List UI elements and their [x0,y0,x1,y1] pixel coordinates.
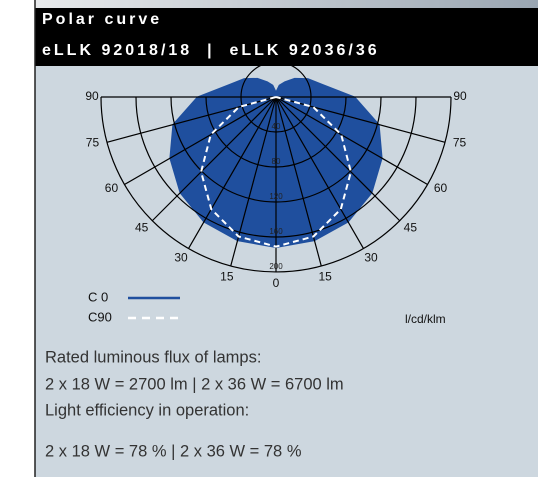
angle-label: 0 [273,276,280,290]
angle-label: 15 [318,270,332,284]
subtitle: eLLK 92018/18 | eLLK 92036/36 [42,42,380,59]
unit-label: l/cd/klm [405,312,446,326]
angle-label: 60 [105,181,119,195]
angle-label: 90 [85,89,99,103]
chart: Polar curve eLLK 92018/18 | eLLK 92036/3… [0,0,538,477]
note: Rated luminous flux of lamps: [45,348,261,366]
r-tick-label: 40 [272,122,281,131]
note: Light efficiency in operation: [45,401,249,419]
angle-label: 60 [434,181,448,195]
r-tick-label: 160 [269,227,283,236]
angle-label: 15 [220,270,234,284]
r-tick-label: 120 [269,192,283,201]
angle-label: 30 [174,251,188,265]
top-strip [35,0,538,8]
title: Polar curve [42,11,162,28]
legend-label: C 0 [88,289,108,304]
angle-label: 75 [453,135,467,149]
note: 2 x 18 W = 78 % | 2 x 36 W = 78 % [45,442,302,460]
r-tick-label: 80 [272,157,281,166]
angle-label: 45 [135,221,149,235]
note: 2 x 18 W = 2700 lm | 2 x 36 W = 6700 lm [45,375,344,393]
r-tick-label: 200 [269,262,283,271]
legend-label: C90 [88,309,112,324]
angle-label: 30 [364,251,378,265]
angle-label: 45 [404,221,418,235]
angle-label: 90 [453,89,467,103]
angle-label: 75 [86,135,100,149]
